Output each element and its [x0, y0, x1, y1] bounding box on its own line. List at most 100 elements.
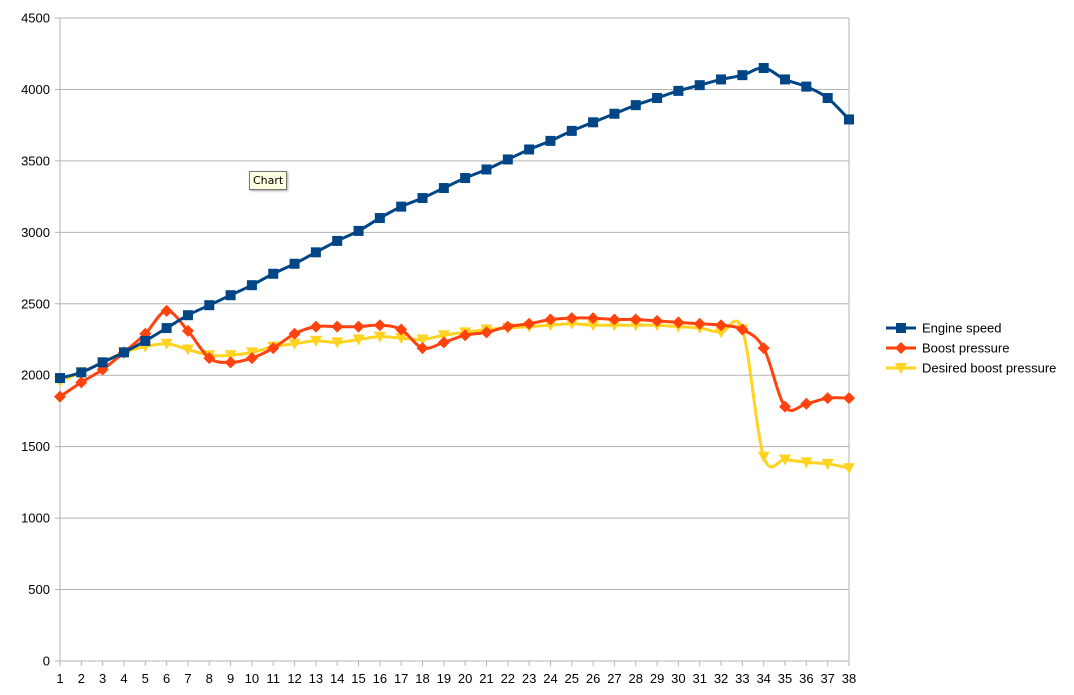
x-tick-label: 2: [78, 671, 85, 686]
chart-tooltip: Chart: [249, 171, 288, 190]
series-line: [59, 309, 850, 412]
data-point: [736, 323, 749, 336]
data-point: [821, 458, 834, 470]
data-point: [75, 376, 88, 389]
data-point: [331, 337, 344, 349]
data-point: [352, 320, 365, 333]
x-tick-label: 24: [543, 671, 557, 686]
data-point: [310, 247, 321, 258]
data-point: [652, 93, 663, 104]
y-tick-label: 4000: [21, 82, 50, 97]
y-tick-label: 2500: [21, 296, 50, 311]
y-tick-label: 1500: [21, 439, 50, 454]
data-point: [224, 356, 237, 369]
data-point: [416, 334, 429, 346]
data-point: [140, 335, 151, 346]
axes: [55, 17, 850, 666]
x-tick-label: 36: [799, 671, 813, 686]
data-point: [630, 100, 641, 111]
data-point: [181, 324, 194, 337]
data-point: [460, 173, 471, 184]
x-tick-label: 33: [735, 671, 749, 686]
x-tick-label: 25: [565, 671, 579, 686]
data-point: [629, 320, 642, 332]
data-point: [267, 342, 280, 355]
x-tick-label: 15: [351, 671, 365, 686]
data-point: [801, 81, 812, 92]
legend-item: Boost pressure: [886, 341, 1009, 356]
legend-item: Desired boost pressure: [886, 361, 1056, 376]
y-tick-label: 1000: [21, 511, 50, 526]
data-point: [181, 344, 194, 356]
data-point: [246, 280, 257, 291]
x-tick-label: 11: [266, 671, 280, 686]
data-point: [352, 334, 365, 346]
x-tick-label: 8: [206, 671, 213, 686]
legend-label: Engine speed: [922, 321, 1002, 336]
data-point: [331, 320, 344, 333]
data-point: [54, 390, 66, 403]
data-point: [544, 313, 557, 326]
data-point: [565, 318, 578, 330]
x-tick-label: 32: [714, 671, 728, 686]
x-tick-label: 17: [394, 671, 408, 686]
data-point: [55, 373, 65, 384]
data-point: [757, 451, 770, 463]
data-point: [565, 312, 578, 325]
data-point: [544, 320, 557, 332]
x-tick-label: 16: [373, 671, 387, 686]
data-point: [651, 314, 664, 327]
x-tick-label: 18: [415, 671, 429, 686]
data-point: [608, 320, 621, 332]
legend-marker: [895, 342, 907, 354]
y-tick-label: 0: [43, 654, 50, 669]
x-tick-label: 20: [458, 671, 472, 686]
data-point: [694, 80, 705, 91]
legend-label: Desired boost pressure: [922, 361, 1056, 376]
data-point: [693, 317, 706, 330]
data-point: [459, 329, 472, 342]
data-point: [822, 93, 833, 104]
x-tick-label: 4: [120, 671, 127, 686]
data-point: [609, 108, 620, 119]
x-tick-label: 21: [479, 671, 493, 686]
x-tick-label: 14: [330, 671, 344, 686]
x-tick-label: 9: [227, 671, 234, 686]
data-point: [437, 336, 450, 349]
data-point: [160, 304, 173, 317]
data-point: [204, 300, 215, 311]
x-tick-label: 13: [309, 671, 323, 686]
y-tick-labels: 0 500 1000 1500 2000 2500 3000 3500 4000 4500: [21, 11, 50, 669]
data-point: [524, 144, 535, 155]
series-line: [59, 66, 851, 380]
grid: [60, 17, 849, 662]
series-group: [54, 63, 855, 475]
data-point: [309, 320, 322, 333]
y-tick-label: 3500: [21, 153, 50, 168]
data-point: [780, 74, 791, 85]
x-tick-label: 10: [245, 671, 259, 686]
y-tick-label: 4500: [21, 11, 50, 26]
x-tick-label: 12: [287, 671, 301, 686]
x-tick-label: 34: [756, 671, 770, 686]
data-point: [629, 313, 642, 326]
data-point: [843, 392, 855, 405]
data-point: [587, 320, 600, 332]
data-point: [501, 320, 514, 333]
y-tick-label: 2000: [21, 368, 50, 383]
data-point: [288, 338, 301, 350]
legend-marker: [895, 363, 907, 374]
data-point: [716, 74, 727, 85]
legend-label: Boost pressure: [922, 341, 1009, 356]
x-tick-label: 22: [501, 671, 515, 686]
data-point: [76, 367, 87, 378]
x-tick-label: 37: [820, 671, 834, 686]
data-point: [672, 316, 685, 329]
data-point: [588, 117, 599, 128]
data-point: [821, 392, 834, 405]
data-point: [481, 164, 492, 175]
data-point: [715, 327, 728, 339]
data-point: [268, 268, 279, 279]
data-point: [373, 319, 386, 332]
